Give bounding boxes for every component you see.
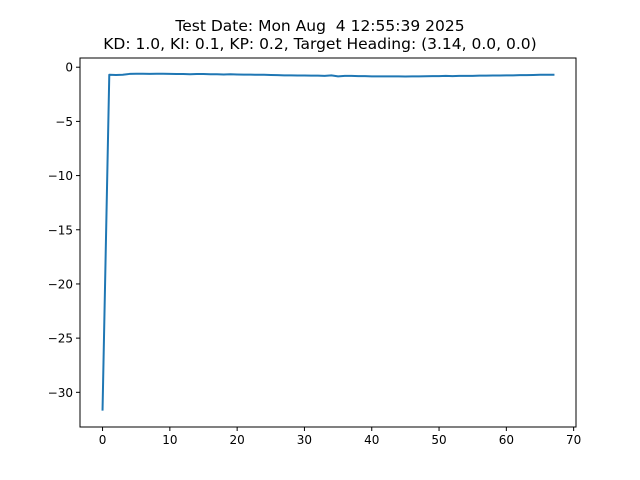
chart-title-line-2: KD: 1.0, KI: 0.1, KP: 0.2, Target Headin… (103, 35, 537, 53)
y-tick-label: −5 (55, 115, 73, 129)
x-tick-label: 50 (431, 433, 446, 447)
y-tick-label: −25 (48, 332, 73, 346)
y-tick-label: −10 (48, 169, 73, 183)
x-tick-label: 10 (162, 433, 177, 447)
x-tick-label: 30 (297, 433, 312, 447)
y-tick-label: 0 (65, 61, 73, 75)
x-tick-label: 60 (499, 433, 514, 447)
x-tick-label: 40 (364, 433, 379, 447)
x-tick-label: 0 (99, 433, 107, 447)
y-tick-label: −20 (48, 277, 73, 291)
x-tick-label: 20 (230, 433, 245, 447)
plot-area-frame (79, 57, 577, 428)
y-tick-label: −15 (48, 223, 73, 237)
y-tick-label: −30 (48, 386, 73, 400)
series-line-0 (101, 72, 555, 411)
x-tick-label: 70 (566, 433, 581, 447)
chart-title-line-1: Test Date: Mon Aug 4 12:55:39 2025 (175, 17, 465, 35)
